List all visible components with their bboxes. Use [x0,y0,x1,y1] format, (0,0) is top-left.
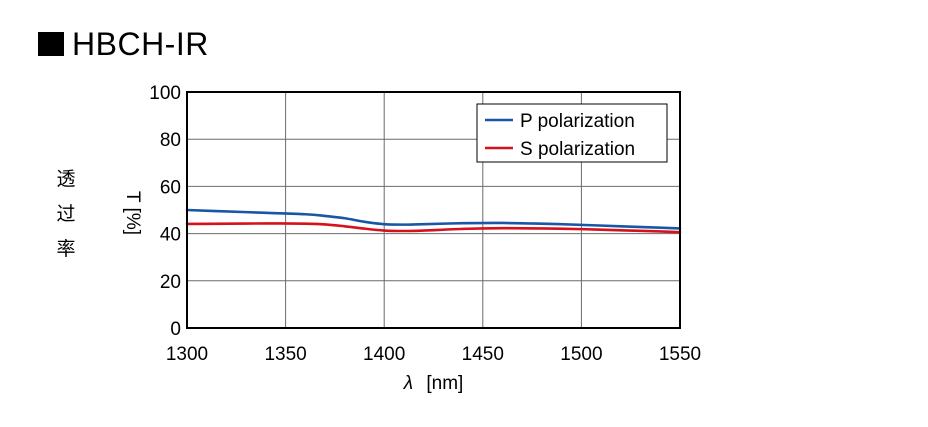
legend-label: P polarization [520,111,635,132]
tick-label-layer: 1300 1350 1400 1450 1500 1550 0 20 40 60 80 100 [149,83,701,365]
legend-label: S polarization [520,139,635,160]
y-axis-label-char: 率 [56,238,76,260]
x-tick-label: 1350 [264,344,306,365]
y-axis-label-japanese: 透 过 率 [52,162,80,267]
y-tick-label: 20 [160,272,181,293]
y-tick-label: 100 [149,83,181,104]
y-tick-label: 0 [170,319,181,340]
series-layer [185,208,682,234]
y-tick-label: 60 [160,177,181,198]
y-tick-label: 40 [160,225,181,246]
series-line-p [185,208,682,230]
plot-frame [186,91,681,329]
chart-title: HBCH-IR [38,22,209,66]
x-tick-label: 1550 [659,344,701,365]
x-tick-label: 1500 [560,344,602,365]
grid-layer [187,92,680,328]
chart-title-text: HBCH-IR [72,25,209,62]
title-square-icon [38,32,64,56]
x-axis-label: λ [nm] [403,373,464,394]
y-axis-label-char: 过 [56,203,76,225]
x-tick-label: 1300 [166,344,208,365]
x-tick-label: 1400 [363,344,405,365]
legend: P polarization S polarization [476,103,668,163]
x-tick-label: 1450 [462,344,504,365]
x-axis-label-symbol: λ [403,373,413,394]
x-axis-label-unit: [nm] [426,373,463,394]
y-axis-label-char: 透 [56,168,76,190]
y-tick-label: 80 [160,130,181,151]
legend-box [476,103,668,163]
series-line-s [185,222,682,234]
